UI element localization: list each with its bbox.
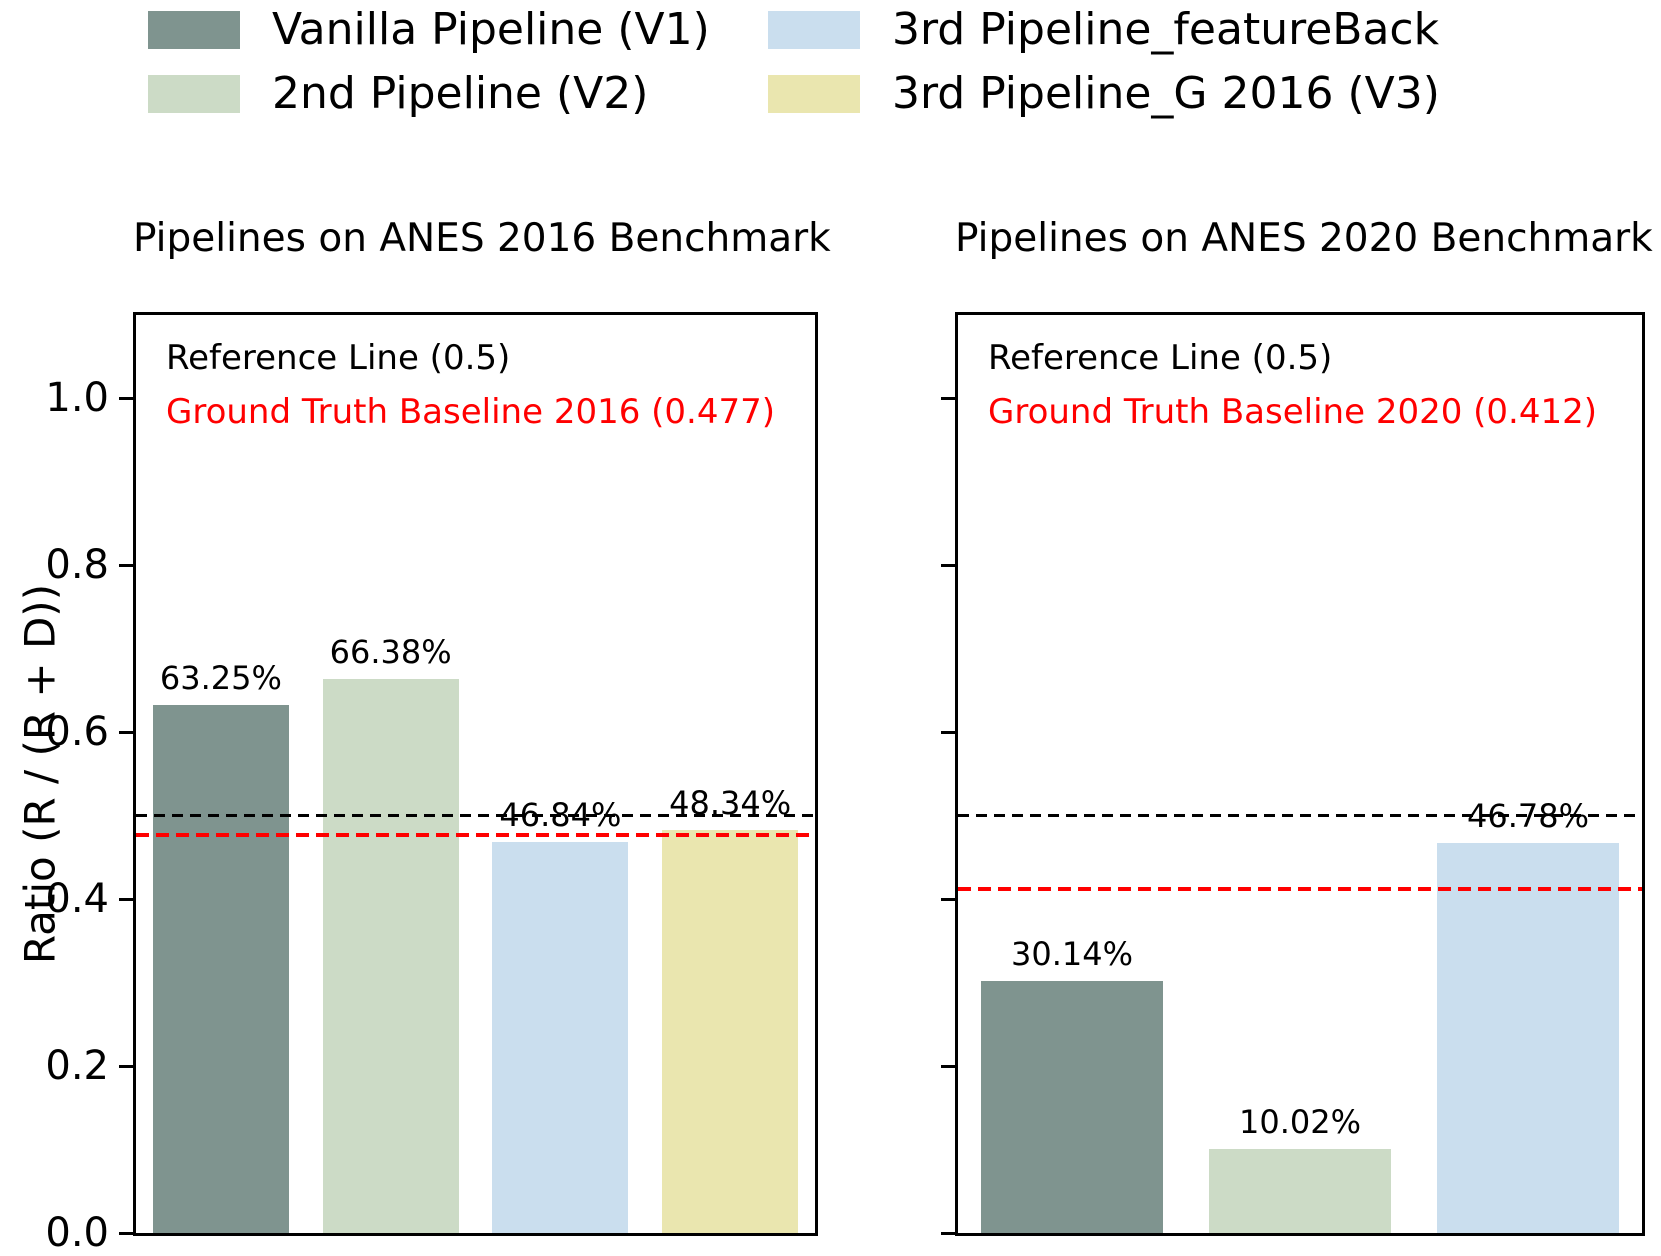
legend-label: 3rd Pipeline_featureBack bbox=[892, 4, 1440, 55]
y-tick-mark bbox=[941, 1064, 955, 1068]
chart-title-anes-2020: Pipelines on ANES 2020 Benchmark bbox=[955, 216, 1653, 261]
bar bbox=[492, 842, 629, 1233]
annotation-reference-line-2016: Reference Line (0.5) bbox=[166, 338, 511, 378]
bar-value-label: 46.78% bbox=[1466, 796, 1589, 835]
legend-swatch bbox=[148, 75, 240, 113]
legend-label: 2nd Pipeline (V2) bbox=[272, 68, 649, 119]
baseline-line bbox=[958, 887, 1642, 892]
legend-swatch bbox=[768, 75, 860, 113]
y-tick-label: 0.8 bbox=[45, 542, 109, 589]
bar bbox=[152, 705, 289, 1233]
bar bbox=[1436, 842, 1620, 1233]
y-tick-mark bbox=[941, 563, 955, 567]
y-tick-mark bbox=[119, 396, 133, 400]
legend-item: 3rd Pipeline_featureBack bbox=[768, 2, 1439, 58]
bar-value-label: 10.02% bbox=[1238, 1103, 1361, 1142]
legend-label: Vanilla Pipeline (V1) bbox=[272, 4, 710, 55]
legend-swatch bbox=[768, 11, 860, 49]
bar-value-label: 30.14% bbox=[1010, 935, 1133, 974]
bar-value-label: 66.38% bbox=[329, 633, 452, 672]
y-tick-mark bbox=[119, 897, 133, 901]
y-tick-mark bbox=[941, 730, 955, 734]
annotation-ground-truth-2020: Ground Truth Baseline 2020 (0.412) bbox=[988, 392, 1598, 432]
bar-value-label: 63.25% bbox=[159, 659, 282, 698]
legend-item: 3rd Pipeline_G 2016 (V3) bbox=[768, 66, 1440, 122]
y-tick-mark bbox=[941, 1231, 955, 1235]
y-tick-mark bbox=[119, 730, 133, 734]
legend-label: 3rd Pipeline_G 2016 (V3) bbox=[892, 68, 1440, 119]
y-tick-mark bbox=[941, 897, 955, 901]
plot-area-anes-2016: Reference Line (0.5) Ground Truth Baseli… bbox=[133, 312, 818, 1236]
legend-item: 2nd Pipeline (V2) bbox=[148, 66, 648, 122]
bar bbox=[322, 679, 459, 1233]
bar bbox=[1208, 1149, 1392, 1233]
reference-line bbox=[136, 814, 815, 818]
plot-area-anes-2020: Reference Line (0.5) Ground Truth Baseli… bbox=[955, 312, 1645, 1236]
y-tick-label: 0.0 bbox=[45, 1210, 109, 1256]
y-tick-label: 0.2 bbox=[45, 1043, 109, 1090]
y-tick-mark bbox=[941, 396, 955, 400]
bar bbox=[662, 829, 799, 1233]
legend-swatch bbox=[148, 11, 240, 49]
bar bbox=[980, 981, 1164, 1233]
baseline-line bbox=[136, 832, 815, 837]
chart-title-anes-2016: Pipelines on ANES 2016 Benchmark bbox=[133, 216, 831, 261]
y-tick-mark bbox=[119, 563, 133, 567]
annotation-reference-line-2020: Reference Line (0.5) bbox=[988, 338, 1333, 378]
bar-value-label: 46.84% bbox=[499, 796, 622, 835]
y-tick-mark bbox=[119, 1064, 133, 1068]
legend: Vanilla Pipeline (V1) 2nd Pipeline (V2) 3r… bbox=[0, 0, 1661, 140]
annotation-ground-truth-2016: Ground Truth Baseline 2016 (0.477) bbox=[166, 392, 776, 432]
reference-line bbox=[958, 814, 1642, 818]
y-tick-mark bbox=[119, 1231, 133, 1235]
y-tick-label: 0.6 bbox=[45, 709, 109, 756]
y-tick-label: 1.0 bbox=[45, 375, 109, 422]
legend-item: Vanilla Pipeline (V1) bbox=[148, 2, 710, 58]
bar-value-label: 48.34% bbox=[669, 783, 792, 822]
y-tick-label: 0.4 bbox=[45, 876, 109, 923]
